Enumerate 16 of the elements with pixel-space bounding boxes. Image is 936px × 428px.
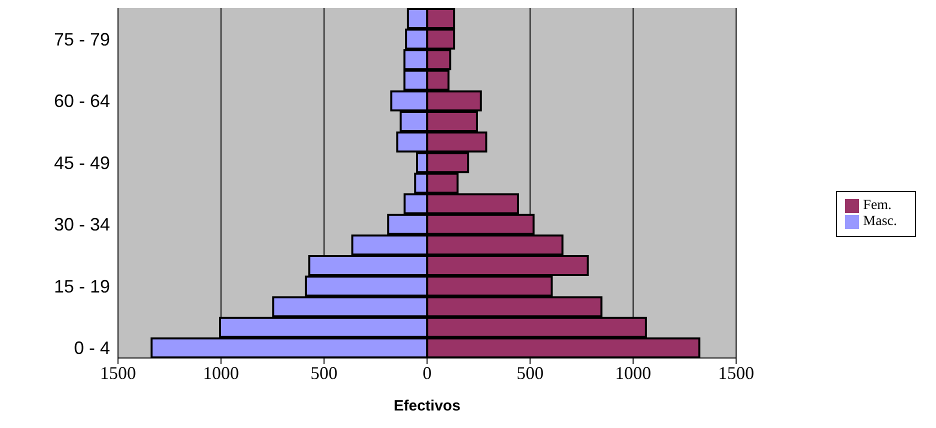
y-tick-label: 60 - 64 <box>54 91 110 112</box>
y-tick-label: 30 - 34 <box>54 214 110 235</box>
x-tick-label: 500 <box>310 362 338 383</box>
y-tick-label: 0 - 4 <box>74 338 110 358</box>
y-tick-label: 15 - 19 <box>54 276 110 296</box>
x-axis-title: Efectivos <box>394 398 460 415</box>
x-tick-label: 500 <box>516 362 544 383</box>
legend-label: Fem. <box>863 198 892 213</box>
x-tick-label: 1500 <box>718 362 754 383</box>
x-tick-label: 1000 <box>615 362 652 383</box>
x-tick-label: 1500 <box>100 362 136 383</box>
x-tick-label: 0 <box>422 362 432 383</box>
y-tick-label: 45 - 49 <box>54 152 110 173</box>
y-tick-label: 75 - 79 <box>54 29 110 50</box>
x-tick-label: 1000 <box>203 362 240 383</box>
legend-label: Masc. <box>863 214 897 229</box>
